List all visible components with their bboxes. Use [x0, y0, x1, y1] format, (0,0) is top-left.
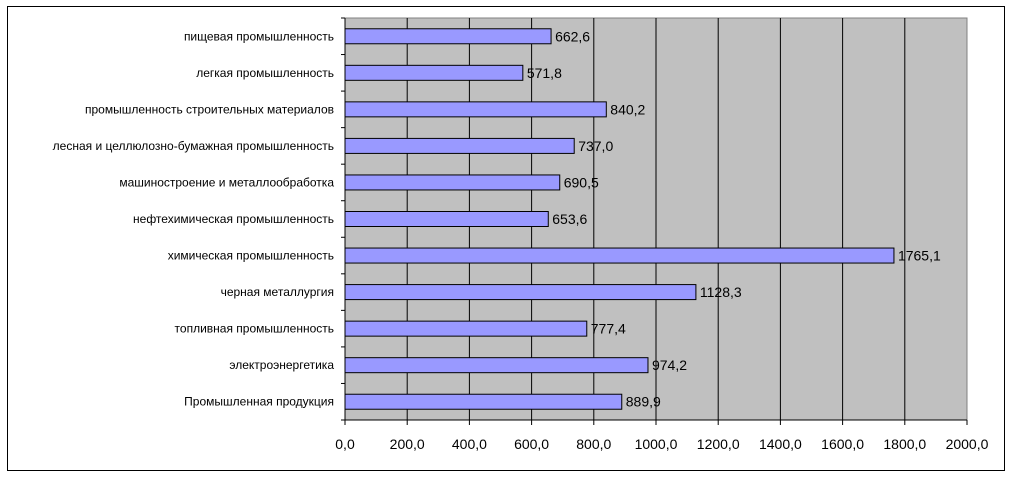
- x-tick-label: 200,0: [390, 436, 425, 452]
- value-label: 889,9: [626, 394, 661, 410]
- x-tick-label: 1000,0: [635, 436, 678, 452]
- value-label: 974,2: [652, 357, 687, 373]
- x-tick-labels: 0,0 200,0 400,0 600,0 800,0 1000,0 1200,0 1400,…: [335, 436, 988, 452]
- value-label: 653,6: [552, 211, 587, 227]
- category-label: нефтехимическая промышленность: [133, 212, 334, 226]
- category-label: черная металлургия: [221, 285, 334, 299]
- category-label: Промышленная продукция: [184, 395, 334, 409]
- x-tick-label: 800,0: [576, 436, 611, 452]
- value-labels: 662,6 571,8 840,2 737,0 690,5 653,6 1765,1 1128…: [527, 28, 941, 409]
- bar: [344, 247, 895, 264]
- x-tick-label: 400,0: [452, 436, 487, 452]
- value-label: 662,6: [555, 28, 590, 44]
- value-label: 777,4: [591, 321, 626, 337]
- bar: [344, 284, 697, 301]
- x-tick-label: 2000,0: [946, 436, 989, 452]
- x-tick-label: 1400,0: [759, 436, 802, 452]
- bar: [344, 357, 649, 374]
- value-label: 1128,3: [700, 284, 742, 300]
- category-label: лесная и целлюлозно-бумажная промышленно…: [53, 139, 334, 153]
- value-label: 1765,1: [898, 248, 941, 264]
- category-label: промышленность строительных материалов: [85, 102, 334, 116]
- category-label: легкая промышленность: [196, 66, 334, 80]
- bar: [344, 137, 575, 154]
- category-labels: пищевая промышленность легкая промышленно…: [53, 29, 335, 408]
- category-label: пищевая промышленность: [184, 29, 334, 43]
- bar: [344, 64, 524, 81]
- axes: [341, 17, 968, 425]
- bar: [344, 174, 561, 191]
- bar: [344, 101, 607, 118]
- bar: [344, 320, 588, 337]
- x-tick-label: 0,0: [335, 436, 355, 452]
- bar: [344, 28, 552, 45]
- x-tick-label: 1200,0: [697, 436, 740, 452]
- bar: [344, 211, 549, 227]
- category-label: химическая промышленность: [168, 249, 334, 263]
- x-tick-label: 1800,0: [883, 436, 926, 452]
- value-label: 840,2: [610, 101, 645, 117]
- bar: [344, 393, 623, 410]
- category-label: топливная промышленность: [175, 322, 334, 336]
- category-label: электроэнергетика: [229, 358, 334, 372]
- x-tick-label: 600,0: [514, 436, 549, 452]
- bars: [344, 28, 895, 410]
- x-tick-label: 1600,0: [821, 436, 864, 452]
- value-label: 690,5: [564, 174, 599, 190]
- category-label: машиностроение и металлообработка: [119, 175, 334, 189]
- value-label: 737,0: [578, 138, 613, 154]
- value-label: 571,8: [527, 65, 562, 81]
